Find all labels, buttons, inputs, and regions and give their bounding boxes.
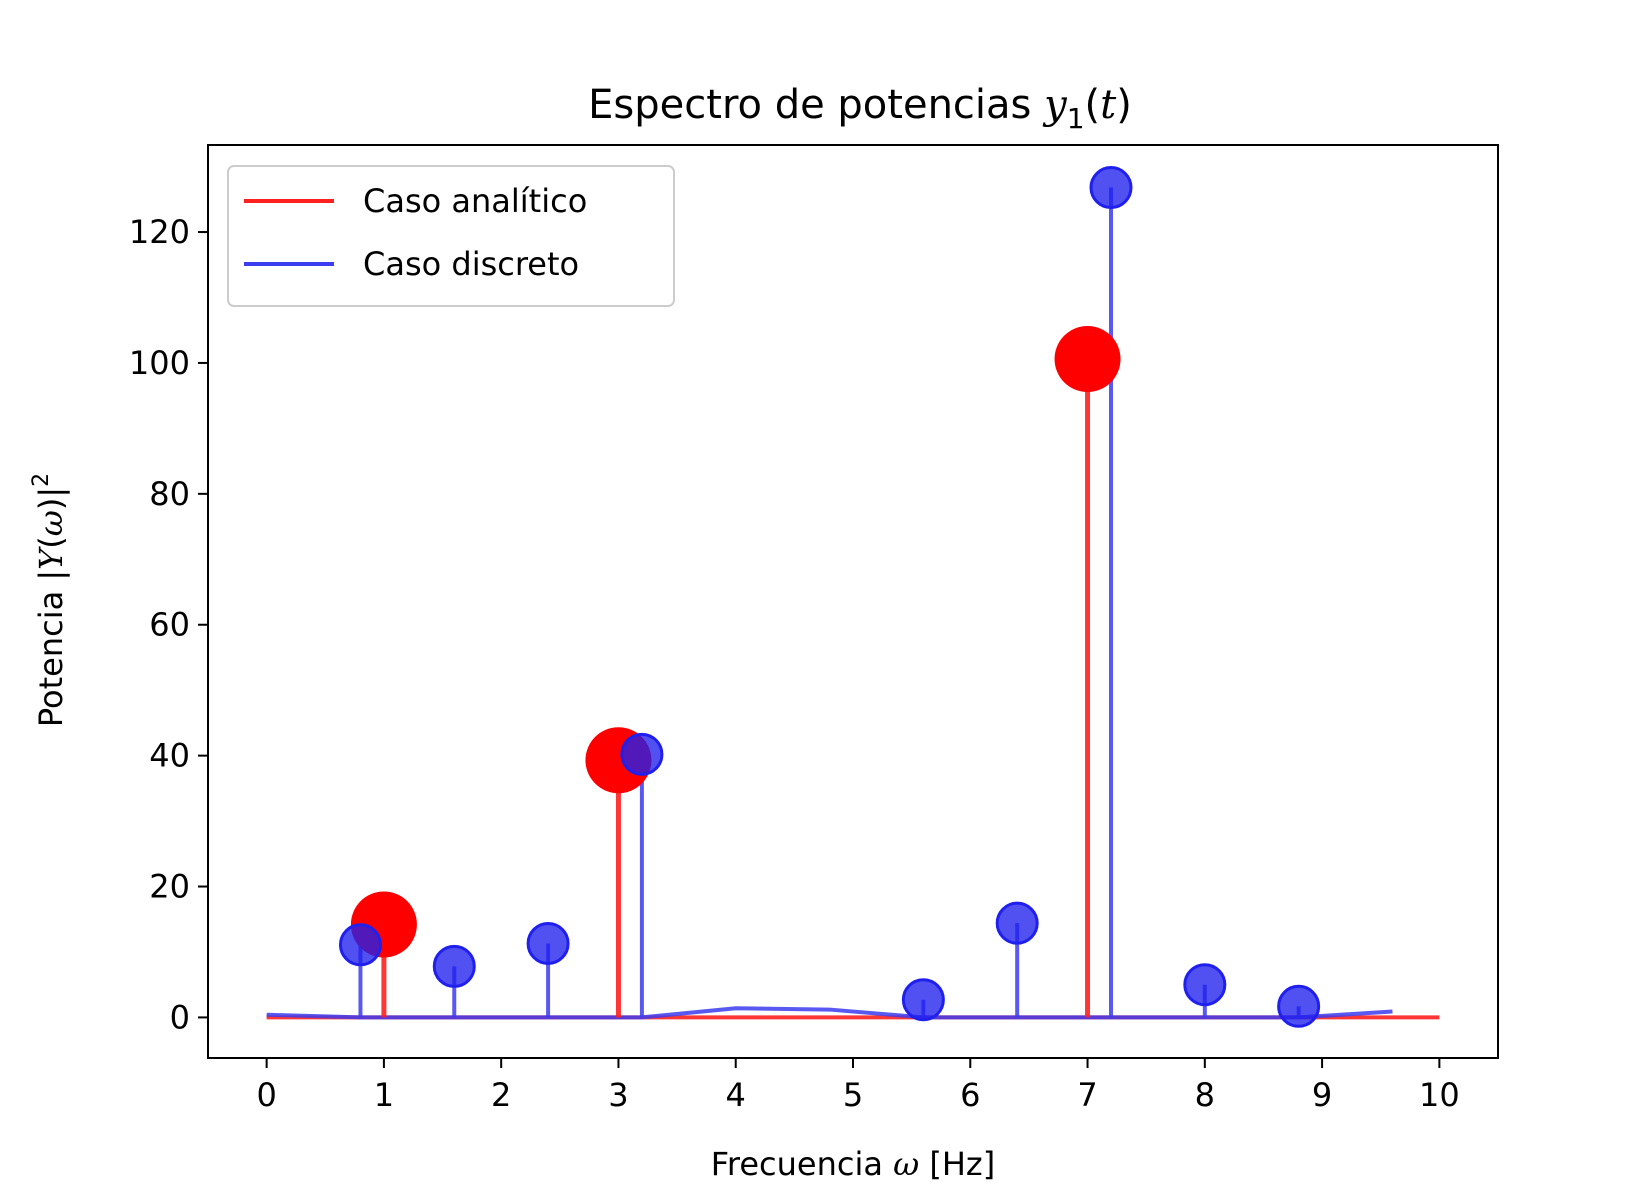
chart-title-arg: t xyxy=(1100,82,1117,128)
x-tick-label-7: 7 xyxy=(1077,1076,1097,1114)
marker-series-1-2 xyxy=(526,921,570,965)
marker-series-1-8 xyxy=(1277,984,1321,1028)
x-tick-label-10: 10 xyxy=(1419,1076,1460,1114)
x-tick-label-1: 1 xyxy=(374,1076,394,1114)
marker-series-1-1 xyxy=(432,944,476,988)
legend-label-analitico: Caso analítico xyxy=(363,182,587,220)
marker-series-1-3 xyxy=(620,732,664,776)
y-axis-label-close: )| xyxy=(32,487,70,510)
legend-box xyxy=(227,165,675,307)
x-tick-label-9: 9 xyxy=(1312,1076,1332,1114)
legend: Caso analítico Caso discreto xyxy=(227,165,675,307)
marker-series-0-2 xyxy=(1054,326,1121,393)
y-axis-label-open: ( xyxy=(32,536,70,548)
x-tick-label-2: 2 xyxy=(491,1076,511,1114)
x-tick-label-8: 8 xyxy=(1195,1076,1215,1114)
plot-stems xyxy=(358,187,1301,1018)
y-tick-label-0: 0 xyxy=(170,998,190,1036)
chart-title-prefix: Espectro de potencias xyxy=(588,82,1044,128)
y-axis-label-sup: 2 xyxy=(29,473,54,487)
y-axis-label: Potencia |Y(ω)|2 xyxy=(29,473,70,727)
chart-title-paren-close: ) xyxy=(1116,82,1132,128)
x-tick-label-6: 6 xyxy=(960,1076,980,1114)
x-axis-label-suffix: [Hz] xyxy=(919,1145,995,1183)
plot-lines xyxy=(266,1006,1440,1020)
marker-series-1-0 xyxy=(338,923,382,967)
chart-title-sub: 1 xyxy=(1067,102,1085,135)
chart-title-paren-open: ( xyxy=(1085,82,1101,128)
marker-series-1-7 xyxy=(1183,963,1227,1007)
y-tick-label-4: 80 xyxy=(149,475,190,513)
y-axis-ticks: 0 20 40 60 80 100 120 xyxy=(129,213,208,1036)
y-axis-label-prefix: Potencia | xyxy=(32,570,70,727)
y-tick-label-1: 20 xyxy=(149,868,190,906)
x-axis-label: Frecuencia ω [Hz] xyxy=(711,1145,995,1183)
x-tick-label-3: 3 xyxy=(608,1076,628,1114)
chart-title: Espectro de potencias y1(t) xyxy=(588,82,1132,135)
x-axis-label-var: ω xyxy=(893,1145,919,1183)
plot-markers xyxy=(338,166,1321,1028)
y-tick-label-2: 40 xyxy=(149,737,190,775)
x-tick-label-5: 5 xyxy=(843,1076,863,1114)
legend-label-discreto: Caso discreto xyxy=(363,245,579,283)
x-axis-ticks: 0 1 2 3 4 5 6 7 8 9 10 xyxy=(256,1058,1460,1114)
x-axis-label-prefix: Frecuencia xyxy=(711,1145,893,1183)
x-tick-label-0: 0 xyxy=(256,1076,276,1114)
marker-series-1-6 xyxy=(1089,166,1133,210)
marker-series-1-4 xyxy=(901,978,945,1022)
y-axis-label-var: Y xyxy=(32,546,70,570)
marker-series-1-5 xyxy=(995,901,1039,945)
y-tick-label-3: 60 xyxy=(149,606,190,644)
y-tick-label-5: 100 xyxy=(129,344,190,382)
y-tick-label-6: 120 xyxy=(129,213,190,251)
y-axis-label-arg: ω xyxy=(32,510,70,536)
x-tick-label-4: 4 xyxy=(726,1076,746,1114)
chart-title-var: y xyxy=(1042,82,1068,128)
